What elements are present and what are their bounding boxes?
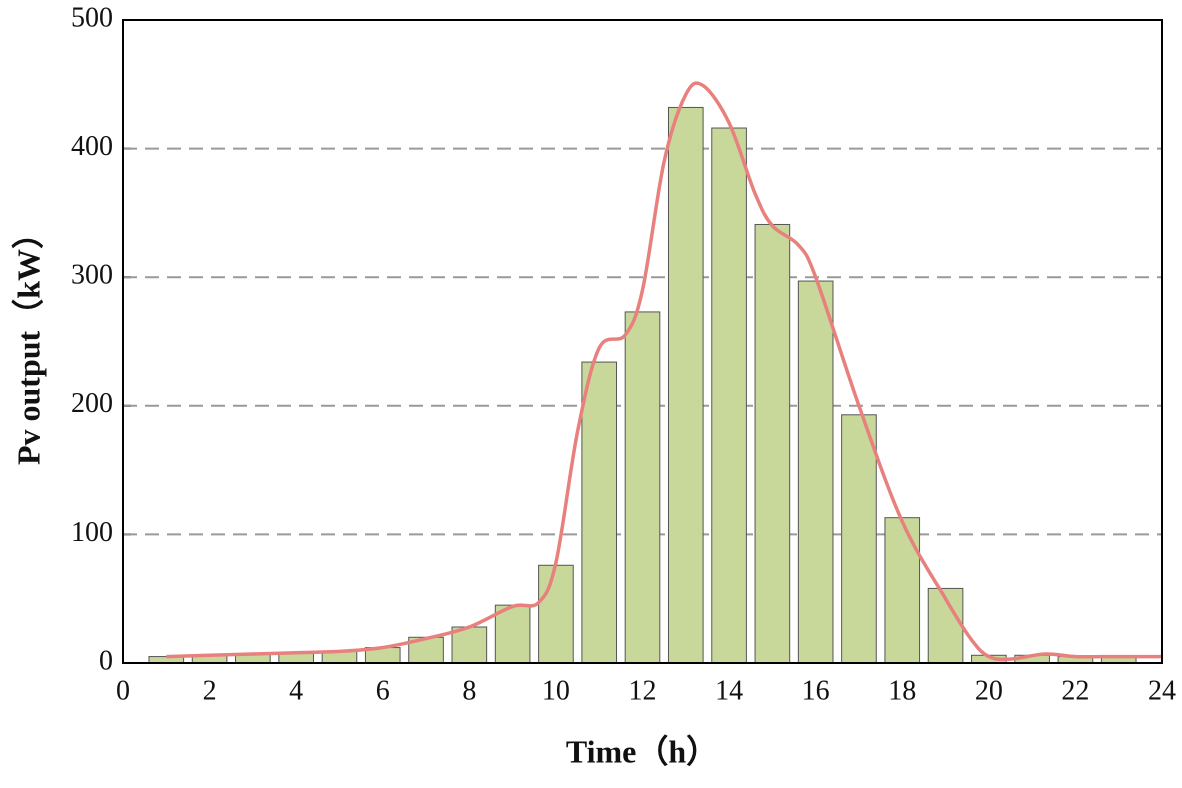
- y-tick-label: 100: [71, 517, 113, 548]
- line: [166, 81, 1162, 662]
- x-tick-label: 24: [1148, 675, 1176, 706]
- y-tick-label: 400: [71, 131, 113, 162]
- bar: [797, 280, 834, 664]
- y-axis-label: Pv output（kW）: [10, 217, 46, 465]
- y-tick-label: 200: [71, 388, 113, 419]
- x-tick-label: 18: [888, 675, 916, 706]
- x-tick-label: 22: [1061, 675, 1089, 706]
- plot-frame: [122, 19, 1163, 664]
- bar: [711, 127, 747, 664]
- x-tick-label: 12: [629, 675, 657, 706]
- y-tick-label: 500: [71, 2, 113, 33]
- bar: [884, 517, 921, 664]
- x-tick-label: 16: [802, 675, 830, 706]
- bar: [667, 106, 704, 664]
- bar: [841, 414, 877, 664]
- x-tick-label: 8: [462, 675, 476, 706]
- x-tick-label: 10: [542, 675, 570, 706]
- x-tick-label: 20: [975, 675, 1003, 706]
- bar: [754, 223, 791, 664]
- bar: [538, 564, 574, 664]
- bar: [451, 626, 488, 664]
- x-tick-label: 14: [715, 675, 743, 706]
- x-tick-label: 2: [203, 675, 217, 706]
- x-tick-label: 0: [116, 675, 130, 706]
- x-axis-label: Time（h）: [566, 733, 718, 769]
- x-tick-label: 4: [289, 675, 303, 706]
- y-tick-label: 300: [71, 260, 113, 291]
- bar: [624, 311, 661, 664]
- y-tick-label: 0: [99, 645, 113, 676]
- bar: [581, 361, 618, 664]
- x-tick-label: 6: [376, 675, 390, 706]
